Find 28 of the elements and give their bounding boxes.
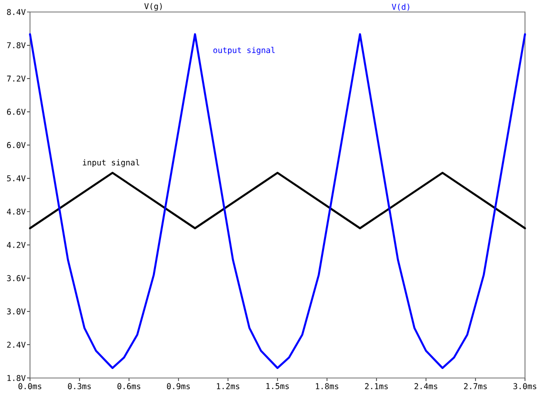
x-tick-label: 0.9ms [166,383,190,390]
y-tick-label: 8.4V [7,8,26,16]
text: V(d) [392,4,410,11]
x-tick-label: 0.0ms [18,383,42,390]
x-tick-label: 0.6ms [117,383,140,390]
y-tick-label: 2.4V [7,342,26,348]
x-tick-label: 2.1ms [365,383,388,390]
x-tick-label: 2.7ms [464,383,487,390]
y-tick-label: 7.2V [7,76,26,82]
y-tick-label: 4.2V [6,242,26,248]
y-tick-label: 4.8V [6,208,26,215]
text: V(g) [144,3,162,11]
x-tick-label: 3.0ms [513,383,536,390]
x-tick-label: 2.4ms [414,383,438,390]
y-tick-label: 3.0V [7,308,26,314]
y-tick-label: 6.6V [7,108,26,115]
x-tick-label: 1.8ms [316,383,338,390]
y-tick-label: 3.6V [7,275,26,282]
y-tick-label: 7.8V [7,42,26,48]
annotation: input signal [82,159,140,168]
y-tick-label: 1.8V [8,374,26,382]
x-tick-label: 1.2ms [216,383,240,390]
y-tick-label: 5.4V [7,175,26,182]
annotation: output signal [213,46,275,55]
x-tick-label: 1.5ms [266,383,289,390]
x-tick-label: 0.3ms [68,383,91,390]
line-series [29,33,526,370]
y-tick-label: 6.0V [7,142,26,148]
